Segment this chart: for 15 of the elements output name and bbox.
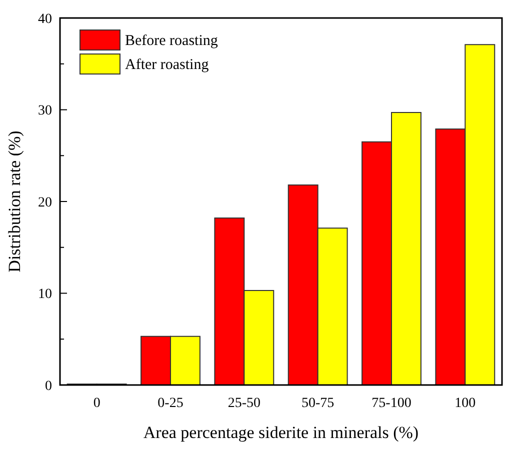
y-tick-label: 40 [38, 12, 52, 27]
x-axis-title: Area percentage siderite in minerals (%) [143, 423, 419, 442]
y-tick-label: 10 [38, 287, 52, 302]
x-tick-label: 50-75 [301, 396, 334, 411]
y-tick-label: 0 [45, 378, 52, 394]
x-tick-label: 0 [93, 396, 100, 411]
legend-label: After roasting [125, 57, 210, 73]
y-tick-label: 20 [38, 195, 52, 210]
x-tick-label: 25-50 [228, 396, 261, 411]
x-tick-label: 75-100 [372, 396, 412, 411]
x-tick-label: 100 [454, 396, 476, 411]
x-tick-label: 0-25 [158, 396, 184, 411]
y-axis-title: Distribution rate (%) [5, 130, 24, 272]
legend-label: Before roasting [125, 33, 218, 49]
y-tick-label: 30 [38, 104, 52, 119]
